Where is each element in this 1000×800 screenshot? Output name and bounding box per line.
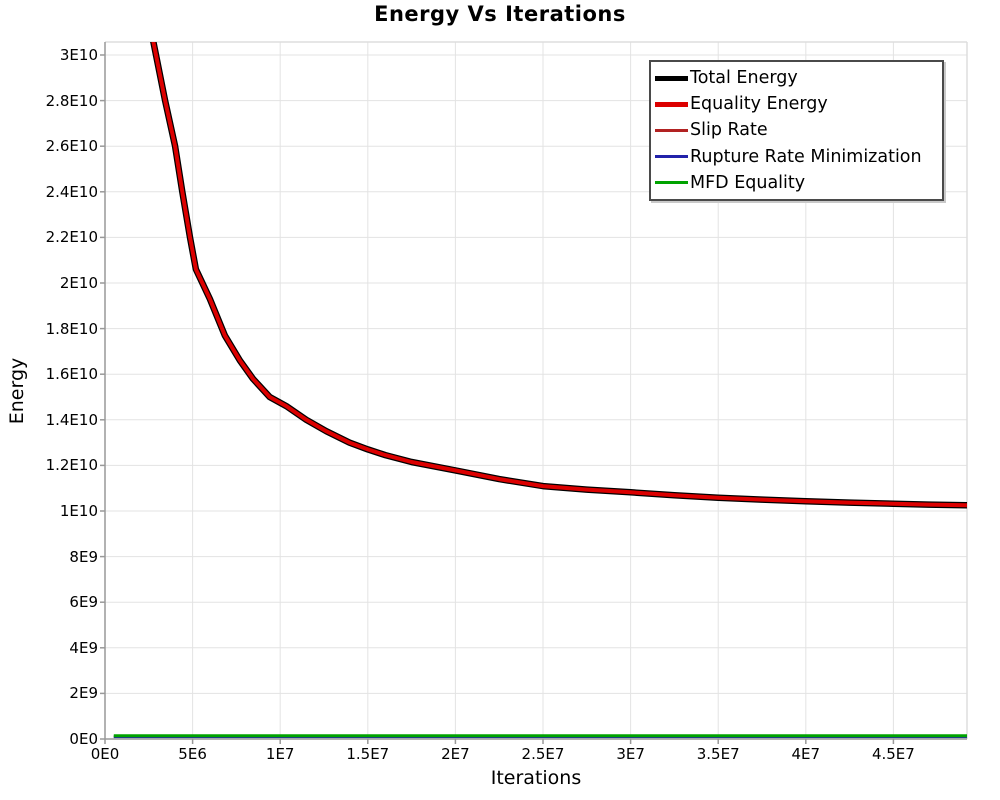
y-tick-label: 8E9 [69,547,98,566]
legend-item-total-energy: Total Energy [655,68,938,88]
y-tick-label: 4E9 [69,638,98,657]
y-tick-label: 2E10 [59,273,98,292]
y-tick-label: 1.8E10 [45,319,98,338]
y-tick-label: 0E0 [69,730,98,748]
x-tick-label: 2E7 [441,745,470,763]
y-tick-label: 3E10 [59,45,98,64]
series-group [113,42,967,739]
y-tick-label: 1.4E10 [45,410,98,429]
x-tick-label: 3.5E7 [696,745,740,763]
legend-label: MFD Equality [690,172,806,193]
x-axis-title: Iterations [490,767,582,789]
legend-item-equality-energy: Equality Energy [655,94,938,114]
legend-label: Slip Rate [690,120,768,141]
y-tick-label: 6E9 [69,593,98,612]
y-tick-label: 2.4E10 [45,182,98,201]
y-tick-label: 2E9 [69,684,98,703]
legend-item-rupture-rate-minimization: Rupture Rate Minimization [655,147,938,167]
legend-label: Equality Energy [690,94,828,115]
legend-swatch-rupture-rate-minimization [655,155,688,159]
y-tick-label: 2.6E10 [45,137,98,156]
x-tick-label: 4.5E7 [871,745,915,763]
legend: Total Energy Equality Energy Slip Rate Rupt… [649,60,944,201]
x-tick-label: 3E7 [616,745,645,763]
x-tick-label: 2.5E7 [521,745,565,763]
legend-swatch-equality-energy [655,101,688,107]
legend-swatch-mfd-equality [655,181,688,185]
legend-item-slip-rate: Slip Rate [655,120,938,140]
x-tick-label: 0E0 [90,745,120,763]
y-tick-label: 2.8E10 [45,91,98,110]
x-tick-label: 1.5E7 [346,745,390,763]
legend-swatch-slip-rate [655,128,688,132]
legend-swatch-total-energy [655,75,688,81]
chart-title: Energy Vs Iterations [374,2,626,26]
x-tick-label: 1E7 [265,745,295,763]
x-tick-label: 5E6 [178,745,207,763]
series-equality-energy-line [151,42,967,508]
y-tick-label: 1E10 [59,501,98,520]
y-tick-label: 1.2E10 [45,456,98,475]
y-tick-label: 2.2E10 [45,228,98,247]
y-tick-label: 1.6E10 [45,365,98,384]
x-tick-label: 4E7 [791,745,821,763]
legend-label: Rupture Rate Minimization [690,146,922,167]
legend-label: Total Energy [690,68,798,89]
legend-item-mfd-equality: MFD Equality [655,173,938,193]
